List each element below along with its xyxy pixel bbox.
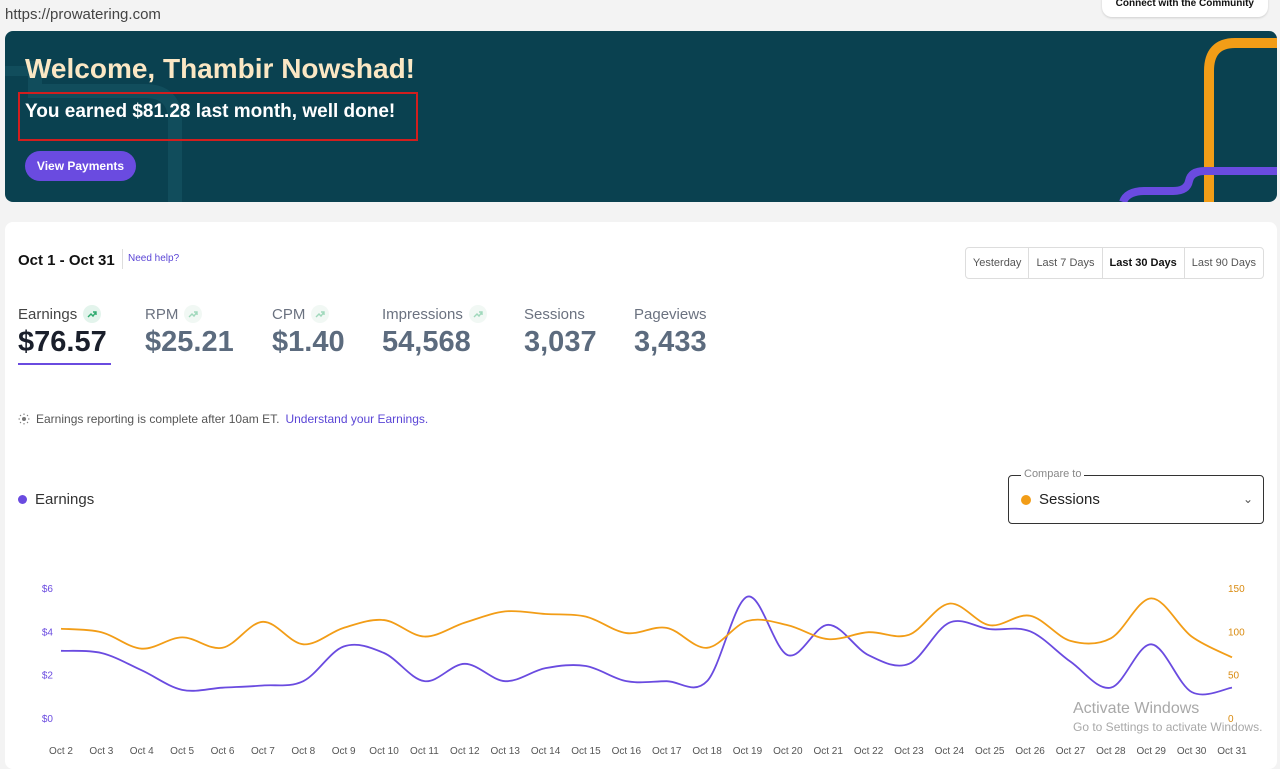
- welcome-banner: Welcome, Thambir Nowshad! You earned $81…: [5, 31, 1277, 202]
- y-right-tick-label: 50: [1228, 671, 1240, 682]
- metric-pageviews[interactable]: Pageviews 3,433: [634, 305, 707, 359]
- x-tick-label: Oct 10: [369, 746, 399, 757]
- earnings-dot-icon: [18, 495, 27, 504]
- x-tick-label: Oct 21: [813, 746, 843, 757]
- x-tick-label: Oct 30: [1177, 746, 1207, 757]
- trend-up-icon: [83, 305, 102, 323]
- active-metric-indicator: [18, 363, 111, 365]
- y-right-tick-label: 0: [1228, 714, 1234, 725]
- reporting-note: Earnings reporting is complete after 10a…: [18, 412, 428, 426]
- metric-value: $25.21: [145, 326, 234, 358]
- community-button[interactable]: Connect with the Community: [1101, 0, 1268, 17]
- compare-label: Compare to: [1021, 468, 1085, 480]
- range-last-7-days[interactable]: Last 7 Days: [1029, 248, 1103, 278]
- x-tick-label: Oct 9: [332, 746, 356, 757]
- x-tick-label: Oct 11: [410, 746, 439, 757]
- metric-cpm[interactable]: CPM $1.40: [272, 305, 345, 359]
- metric-value: 3,433: [634, 326, 707, 358]
- note-text: Earnings reporting is complete after 10a…: [36, 412, 280, 426]
- x-tick-label: Oct 19: [733, 746, 763, 757]
- metric-value: $1.40: [272, 326, 345, 358]
- x-tick-label: Oct 18: [692, 746, 722, 757]
- metric-sessions[interactable]: Sessions 3,037: [524, 305, 597, 359]
- sessions-dot-icon: [1021, 494, 1031, 505]
- range-last-90-days[interactable]: Last 90 Days: [1191, 257, 1256, 269]
- need-help-link[interactable]: Need help?: [128, 253, 180, 264]
- activate-windows-watermark: Activate Windows Go to Settings to activ…: [1073, 700, 1262, 734]
- x-tick-label: Oct 2: [49, 746, 73, 757]
- watermark-title: Activate Windows: [1073, 700, 1200, 717]
- x-tick-label: Oct 23: [894, 746, 924, 757]
- understand-earnings-link[interactable]: Understand your Earnings.: [285, 412, 429, 426]
- metric-label: Earnings: [18, 305, 78, 323]
- banner-decoration: [5, 38, 1277, 202]
- metric-earnings[interactable]: Earnings $76.57: [18, 305, 107, 359]
- x-tick-label: Oct 15: [571, 746, 601, 757]
- x-tick-label: Oct 29: [1137, 746, 1167, 757]
- x-tick-label: Oct 7: [251, 746, 275, 757]
- y-left-tick-label: $4: [42, 627, 54, 638]
- x-tick-label: Oct 13: [490, 746, 520, 757]
- metric-label: Sessions: [524, 305, 585, 323]
- site-url: https://prowatering.com: [5, 6, 161, 23]
- x-tick-label: Oct 8: [291, 746, 315, 757]
- welcome-title: Welcome, Thambir Nowshad!: [25, 53, 415, 84]
- x-tick-label: Oct 25: [975, 746, 1005, 757]
- watermark-subtitle: Go to Settings to activate Windows.: [1073, 720, 1263, 734]
- x-tick-label: Oct 14: [531, 746, 561, 757]
- x-tick-label: Oct 16: [612, 746, 642, 757]
- x-tick-label: Oct 6: [211, 746, 235, 757]
- metric-impressions[interactable]: Impressions 54,568: [382, 305, 487, 359]
- legend-earnings-label: Earnings: [35, 491, 95, 508]
- x-tick-label: Oct 31: [1217, 746, 1247, 757]
- chart-legend: Earnings: [18, 491, 94, 508]
- x-tick-label: Oct 24: [935, 746, 965, 757]
- metric-rpm[interactable]: RPM $25.21: [145, 305, 234, 359]
- range-selector: Yesterday Last 7 Days Last 30 Days Last …: [964, 247, 1264, 279]
- metric-value: 3,037: [524, 326, 597, 358]
- series-line-earnings: [60, 595, 1233, 696]
- x-tick-label: Oct 12: [450, 746, 480, 757]
- metric-label: CPM: [272, 305, 306, 323]
- top-bar: https://prowatering.com Connect with the…: [0, 0, 1280, 28]
- series-line-sessions: [60, 597, 1233, 659]
- compare-to-select[interactable]: Compare to Sessions ⌄: [1008, 468, 1264, 524]
- highlight-box: [18, 92, 418, 141]
- x-tick-label: Oct 26: [1015, 746, 1045, 757]
- earnings-summary: You earned $81.28 last month, well done!: [25, 101, 396, 122]
- trend-up-icon: [184, 305, 203, 323]
- earnings-sessions-chart: $0 $2 $4 $6 0 50 100 150 Oct 2 Oct 3 Oct 4 Oct 5 Oct…: [42, 584, 1247, 757]
- x-tick-label: Oct 17: [652, 746, 682, 757]
- x-tick-label: Oct 5: [170, 746, 194, 757]
- sun-icon: [18, 413, 30, 425]
- earnings-dashboard: Oct 1 - Oct 31 Need help? Yesterday Last…: [5, 222, 1277, 769]
- divider: [122, 249, 123, 269]
- metric-value: $76.57: [18, 326, 107, 358]
- x-tick-label: Oct 4: [130, 746, 154, 757]
- date-range-title: Oct 1 - Oct 31: [18, 252, 115, 269]
- metric-label: Pageviews: [634, 305, 707, 323]
- x-tick-label: Oct 20: [773, 746, 803, 757]
- x-tick-label: Oct 3: [89, 746, 113, 757]
- compare-value: Sessions: [1039, 491, 1100, 508]
- view-payments-button[interactable]: View Payments: [25, 151, 136, 181]
- range-yesterday[interactable]: Yesterday: [966, 248, 1030, 278]
- y-left-tick-label: $2: [42, 671, 54, 682]
- range-last-30-days[interactable]: Last 30 Days: [1103, 248, 1185, 278]
- x-tick-label: Oct 22: [854, 746, 884, 757]
- y-left-tick-label: $0: [42, 714, 54, 725]
- chevron-down-icon: ⌄: [1242, 492, 1253, 506]
- trend-up-icon: [468, 305, 487, 323]
- y-left-tick-label: $6: [42, 584, 54, 595]
- metric-value: 54,568: [382, 326, 471, 358]
- metric-label: RPM: [145, 305, 179, 323]
- y-right-tick-label: 150: [1228, 584, 1245, 595]
- x-tick-label: Oct 28: [1096, 746, 1126, 757]
- metric-label: Impressions: [382, 305, 463, 323]
- x-tick-label: Oct 27: [1056, 746, 1086, 757]
- y-right-tick-label: 100: [1228, 627, 1245, 638]
- trend-up-icon: [311, 305, 330, 323]
